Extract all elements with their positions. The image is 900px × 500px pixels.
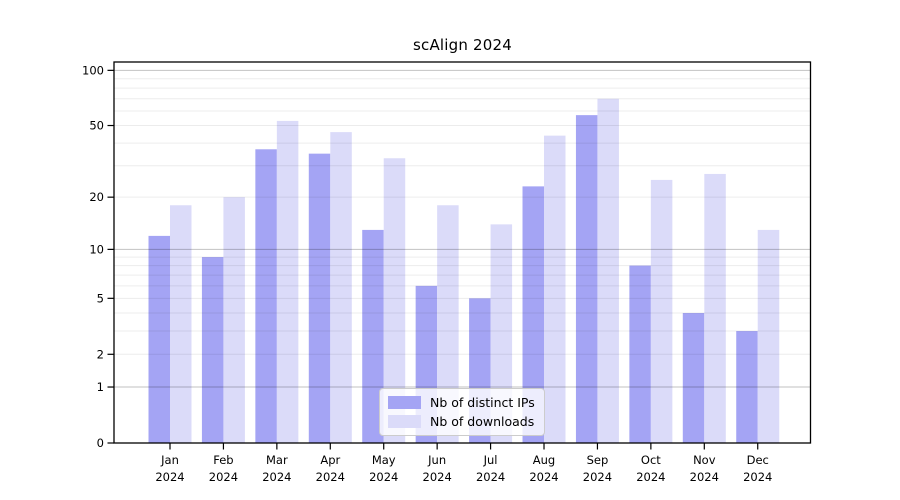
x-tick-label-year: 2024 — [423, 470, 452, 484]
x-tick-label-month: Oct — [641, 453, 661, 467]
y-tick-label: 5 — [97, 291, 104, 305]
bar-downloads-may — [383, 158, 406, 443]
x-tick-label-month: Jun — [427, 453, 446, 467]
bar-ips-nov — [682, 313, 705, 443]
bar-downloads-apr — [330, 132, 352, 443]
x-tick-label-month: Jul — [483, 453, 498, 467]
y-tick-label: 0 — [97, 436, 104, 450]
x-tick-label-year: 2024 — [636, 470, 665, 484]
bar-ips-sep — [575, 115, 598, 443]
bar-downloads-jan — [170, 205, 192, 443]
x-tick-label-month: Mar — [266, 453, 288, 467]
x-tick-label-year: 2024 — [583, 470, 612, 484]
bar-ips-oct — [629, 265, 651, 443]
x-tick-label-month: Sep — [587, 453, 609, 467]
legend-label-downloads: Nb of downloads — [430, 414, 535, 429]
bar-ips-apr — [308, 153, 331, 443]
bar-downloads-jun — [437, 205, 459, 443]
bar-downloads-dec — [757, 229, 780, 443]
bar-ips-feb — [201, 257, 224, 443]
x-tick-label-month: Dec — [747, 453, 769, 467]
bar-ips-may — [362, 229, 384, 443]
plot-border — [113, 61, 812, 444]
bar-ips-aug — [522, 186, 545, 443]
x-tick-label-year: 2024 — [316, 470, 345, 484]
x-tick-label-year: 2024 — [262, 470, 291, 484]
bar-ips-mar — [255, 149, 277, 443]
y-tick-label: 10 — [89, 242, 104, 256]
bar-downloads-mar — [276, 120, 299, 443]
y-tick-label: 20 — [89, 190, 104, 204]
legend-label-distinct-ips: Nb of distinct IPs — [430, 395, 535, 410]
x-tick-label-month: Aug — [533, 453, 555, 467]
x-tick-label-month: Jan — [160, 453, 179, 467]
x-tick-label-year: 2024 — [369, 470, 398, 484]
x-tick-label-year: 2024 — [743, 470, 772, 484]
y-tick-label: 1 — [97, 380, 104, 394]
bar-downloads-oct — [650, 179, 673, 444]
bar-downloads-aug — [544, 135, 566, 443]
x-tick-label-year: 2024 — [155, 470, 184, 484]
chart-title: scAlign 2024 — [412, 36, 513, 54]
x-tick-label-month: Nov — [693, 453, 716, 467]
y-tick-label: 100 — [82, 63, 104, 77]
legend-swatch-distinct-ips — [388, 396, 421, 409]
x-tick-label-year: 2024 — [476, 470, 505, 484]
legend-swatch-downloads — [388, 415, 421, 428]
x-tick-label-month: May — [372, 453, 396, 467]
x-tick-label-year: 2024 — [690, 470, 719, 484]
x-tick-label-year: 2024 — [209, 470, 238, 484]
x-tick-label-month: Apr — [320, 453, 340, 467]
y-tick-label: 2 — [97, 347, 104, 361]
legend-item-distinct-ips: Nb of distinct IPs — [388, 395, 544, 410]
x-tick-label-month: Feb — [213, 453, 233, 467]
y-tick-label: 50 — [89, 119, 104, 133]
legend: Nb of distinct IPs Nb of downloads — [379, 388, 545, 436]
bar-downloads-feb — [223, 197, 245, 443]
bar-downloads-sep — [597, 98, 619, 443]
bar-ips-dec — [736, 331, 758, 443]
bar-ips-jan — [148, 235, 170, 443]
bar-downloads-nov — [704, 173, 726, 443]
legend-item-downloads: Nb of downloads — [388, 414, 544, 429]
x-tick-label-year: 2024 — [529, 470, 558, 484]
